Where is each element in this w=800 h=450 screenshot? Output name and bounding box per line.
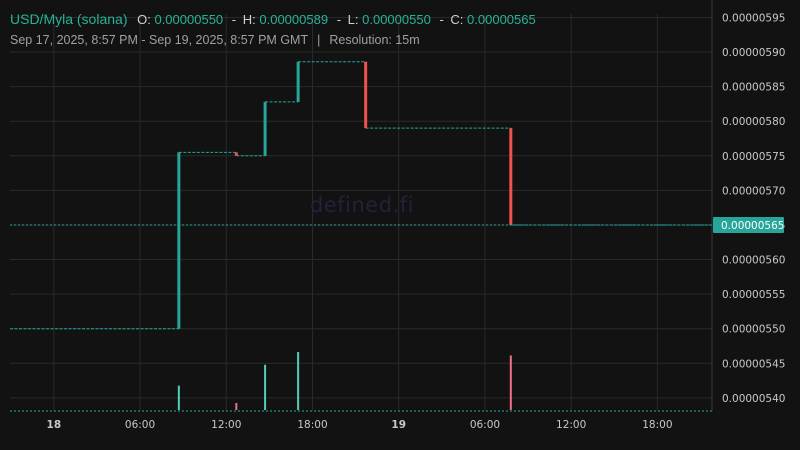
close-value: 0.00000565 (467, 12, 536, 27)
x-tick-label: 06:00 (125, 419, 155, 431)
y-tick-label: 0.00000560 (722, 255, 785, 267)
volume-bar (235, 403, 238, 410)
x-tick-label: 18:00 (297, 419, 327, 431)
y-tick-label: 0.00000540 (722, 393, 785, 405)
chart-info: Sep 17, 2025, 8:57 PM - Sep 19, 2025, 8:… (10, 33, 420, 47)
resolution[interactable]: Resolution: 15m (329, 33, 420, 47)
candle (364, 61, 368, 129)
price-levels (10, 61, 712, 330)
y-tick-label: 0.00000595 (722, 12, 785, 24)
volume-bar (264, 364, 267, 410)
volume-bars (177, 352, 512, 410)
volume-bar (509, 355, 512, 410)
candle (177, 152, 181, 329)
separator: - (439, 12, 444, 27)
axes: 0.00000540 0.00000545 0.00000550 0.00000555… (10, 0, 785, 431)
y-tick-label: 0.00000555 (722, 289, 785, 301)
x-tick-label: 18 (47, 419, 62, 431)
y-tick-label: 0.00000545 (722, 358, 785, 370)
watermark: defined.fi (310, 193, 414, 217)
candle (296, 61, 300, 102)
open-value: 0.00000550 (154, 12, 224, 27)
volume-bar (297, 352, 300, 410)
high-label: H: (242, 12, 256, 27)
volume-bar (177, 385, 180, 410)
current-price-tag (713, 216, 784, 233)
candle (234, 152, 238, 156)
close-label: C: (450, 12, 464, 27)
candle (263, 101, 267, 156)
x-tick-label: 12:00 (556, 419, 586, 431)
low-label: L: (347, 12, 359, 27)
high-value: 0.00000589 (259, 12, 329, 27)
divider: | (317, 33, 321, 47)
y-tick-label: 0.00000590 (722, 47, 785, 59)
y-tick-label: 0.00000585 (722, 82, 785, 94)
current-price-label: 0.00000565 (721, 220, 784, 232)
x-tick-label: 06:00 (470, 419, 500, 431)
symbol-name[interactable]: USD/Myla (solana) (10, 11, 128, 27)
y-tick-label: 0.00000575 (722, 151, 785, 163)
x-tick-label: 18:00 (642, 419, 672, 431)
separator: - (231, 12, 237, 27)
date-range: Sep 17, 2025, 8:57 PM - Sep 19, 2025, 8:… (10, 33, 309, 47)
candle (509, 128, 513, 225)
y-tick-label: 0.00000550 (722, 324, 785, 336)
y-tick-label: 0.00000580 (722, 116, 785, 128)
open-label: O: (137, 12, 151, 27)
x-tick-label: 19 (391, 419, 406, 431)
ohlc-legend: USD/Myla (solana) O: 0.00000550 - H: 0.0… (10, 11, 538, 27)
x-tick-label: 12:00 (211, 419, 241, 431)
low-value: 0.00000550 (362, 12, 431, 27)
candles (177, 61, 513, 329)
y-tick-label: 0.00000570 (722, 185, 785, 197)
separator: - (336, 12, 342, 27)
